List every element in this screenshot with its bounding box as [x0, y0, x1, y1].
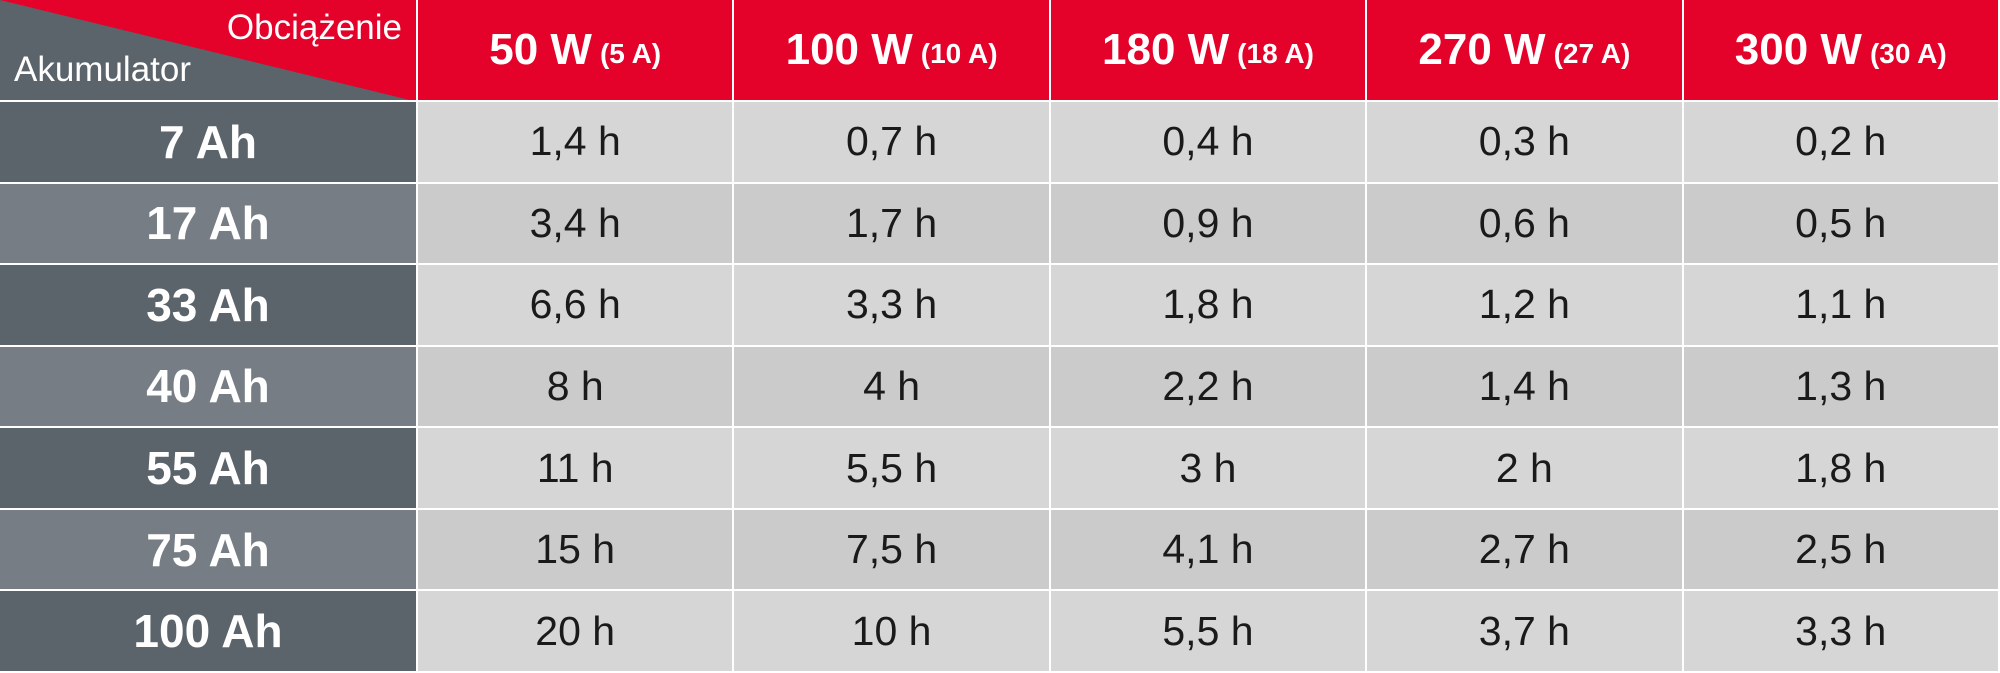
data-cell: 3,4 h: [418, 183, 735, 266]
corner-top-label: Obciążenie: [226, 8, 402, 47]
data-cell: 2,5 h: [1683, 509, 2000, 592]
data-cell: 11 h: [418, 428, 735, 510]
data-cell: 2,7 h: [1367, 509, 1684, 592]
column-current: (27 A): [1553, 38, 1631, 69]
column-power: 100 W: [785, 25, 913, 74]
data-cell: 0,6 h: [1367, 183, 1684, 266]
data-cell: 6,6 h: [418, 265, 735, 347]
data-cell: 7,5 h: [734, 509, 1051, 592]
data-cell: 1,8 h: [1050, 265, 1368, 347]
row-header: 7 Ah: [0, 102, 418, 184]
column-power: 300 W: [1734, 25, 1862, 74]
data-cell: 20 h: [418, 591, 735, 673]
row-header: 55 Ah: [0, 428, 418, 510]
column-power: 50 W: [489, 25, 592, 74]
data-cell: 2,2 h: [1050, 346, 1368, 429]
data-cell: 5,5 h: [734, 428, 1051, 510]
data-cell: 1,8 h: [1683, 428, 2000, 510]
data-cell: 8 h: [418, 346, 735, 429]
data-cell: 0,7 h: [734, 102, 1051, 184]
column-current: (10 A): [920, 38, 998, 69]
column-current: (30 A): [1869, 38, 1947, 69]
row-header: 40 Ah: [0, 346, 418, 429]
data-cell: 0,9 h: [1050, 183, 1368, 266]
corner-bottom-label: Akumulator: [14, 50, 192, 89]
column-header: 270 W (27 A): [1367, 0, 1684, 102]
corner-cell: Obciążenie Akumulator: [0, 0, 418, 102]
data-cell: 4 h: [734, 346, 1051, 429]
row-header: 100 Ah: [0, 591, 418, 673]
data-cell: 0,3 h: [1367, 102, 1684, 184]
data-cell: 1,4 h: [1367, 346, 1684, 429]
data-cell: 1,2 h: [1367, 265, 1684, 347]
data-cell: 10 h: [734, 591, 1051, 673]
row-header: 33 Ah: [0, 265, 418, 347]
column-header: 180 W (18 A): [1050, 0, 1368, 102]
data-cell: 0,5 h: [1683, 183, 2000, 266]
data-cell: 0,4 h: [1050, 102, 1368, 184]
data-cell: 2 h: [1367, 428, 1684, 510]
column-power: 180 W: [1102, 25, 1230, 74]
data-cell: 15 h: [418, 509, 735, 592]
data-cell: 3,7 h: [1367, 591, 1684, 673]
data-cell: 1,4 h: [418, 102, 735, 184]
data-cell: 3,3 h: [1683, 591, 2000, 673]
data-cell: 3,3 h: [734, 265, 1051, 347]
column-current: (5 A): [599, 38, 662, 69]
column-current: (18 A): [1237, 38, 1314, 69]
data-cell: 1,7 h: [734, 183, 1051, 266]
data-cell: 1,3 h: [1683, 346, 2000, 429]
data-cell: 4,1 h: [1050, 509, 1368, 592]
row-header: 75 Ah: [0, 509, 418, 592]
data-cell: 1,1 h: [1683, 265, 2000, 347]
column-power: 270 W: [1418, 25, 1546, 74]
data-cell: 0,2 h: [1683, 102, 2000, 184]
corner-background: [0, 0, 416, 100]
column-header: 300 W (30 A): [1683, 0, 2000, 102]
column-header: 50 W (5 A): [418, 0, 735, 102]
row-header: 17 Ah: [0, 183, 418, 266]
data-cell: 3 h: [1050, 428, 1368, 510]
data-cell: 5,5 h: [1050, 591, 1368, 673]
column-header: 100 W (10 A): [734, 0, 1051, 102]
